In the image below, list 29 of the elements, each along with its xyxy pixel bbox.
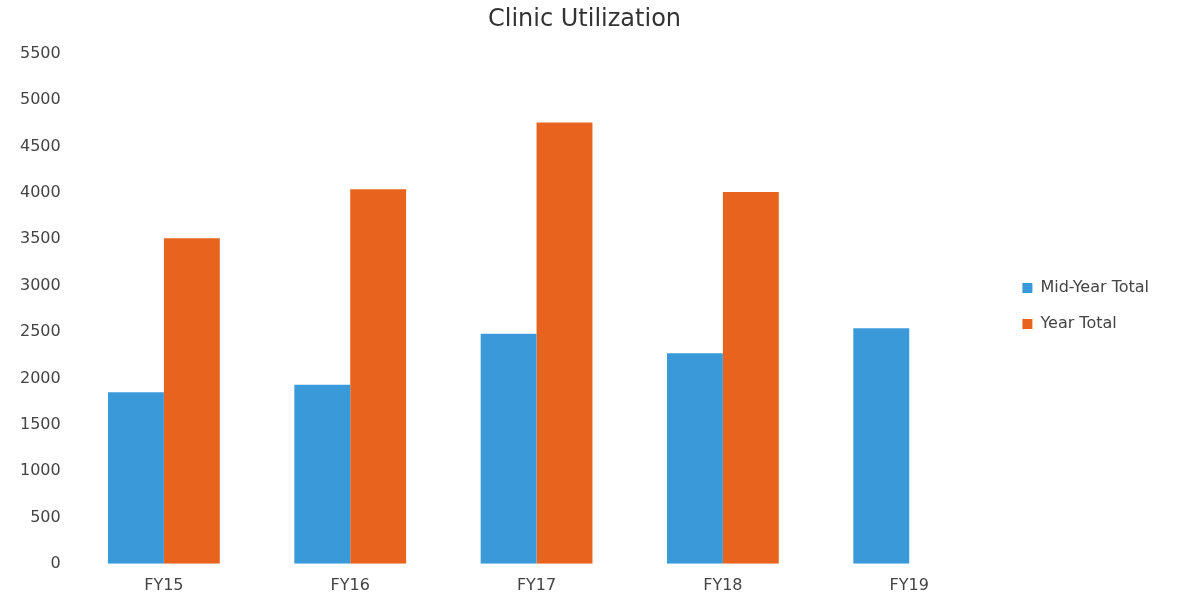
bar [722,191,779,564]
y-tick-label: 3000 [20,274,61,294]
y-tick-label: 3500 [20,228,61,248]
y-tick-label: 5500 [20,42,61,62]
chart-title: Clinic Utilization [487,3,682,32]
bar [163,238,220,564]
bar [480,333,537,564]
legend-label: Mid-Year Total [1040,277,1149,297]
bar [350,189,407,564]
legend-label: Year Total [1039,313,1117,333]
y-tick-label: 2000 [20,367,61,387]
y-tick-label: 1500 [20,413,61,433]
y-tick-label: 0 [50,552,61,572]
bar [853,328,910,564]
y-tick-label: 5000 [20,89,61,109]
bar [536,122,593,564]
y-tick-label: 500 [30,506,61,526]
y-tick-label: 2500 [20,321,61,341]
y-tick-label: 4500 [20,135,61,155]
bar [107,392,164,564]
x-tick-label: FY15 [144,574,184,594]
x-tick-label: FY16 [330,574,370,594]
bar [294,384,351,564]
bar [666,353,723,564]
x-tick-label: FY19 [889,574,929,594]
x-tick-label: FY17 [516,574,557,594]
y-tick-label: 4000 [20,182,61,202]
x-tick-label: FY18 [703,574,743,594]
y-tick-label: 1000 [20,460,61,480]
